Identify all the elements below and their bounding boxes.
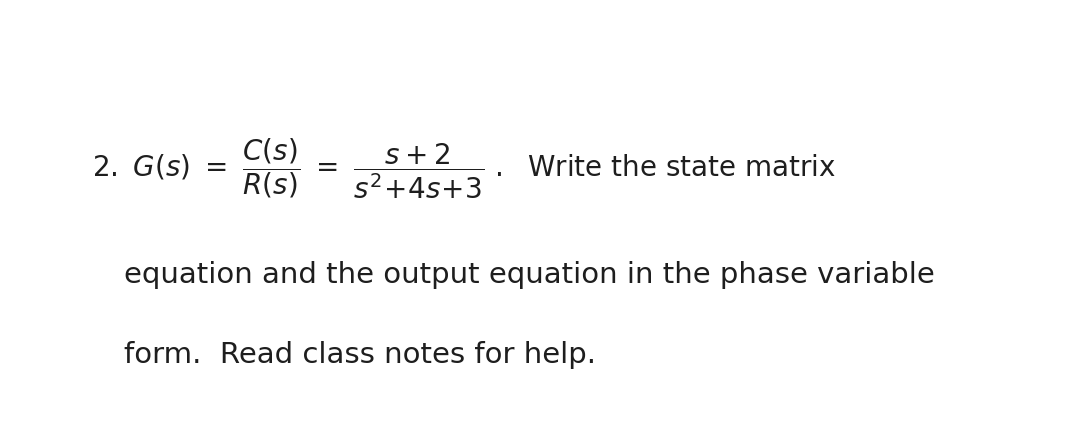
Text: form.  Read class notes for help.: form. Read class notes for help. xyxy=(124,341,596,369)
Text: $2.\ \mathit{G}(\mathit{s})\ =\ \dfrac{\mathit{C}(\mathit{s})}{\mathit{R}(\mathi: $2.\ \mathit{G}(\mathit{s})\ =\ \dfrac{\… xyxy=(92,137,836,201)
Text: equation and the output equation in the phase variable: equation and the output equation in the … xyxy=(124,261,935,289)
